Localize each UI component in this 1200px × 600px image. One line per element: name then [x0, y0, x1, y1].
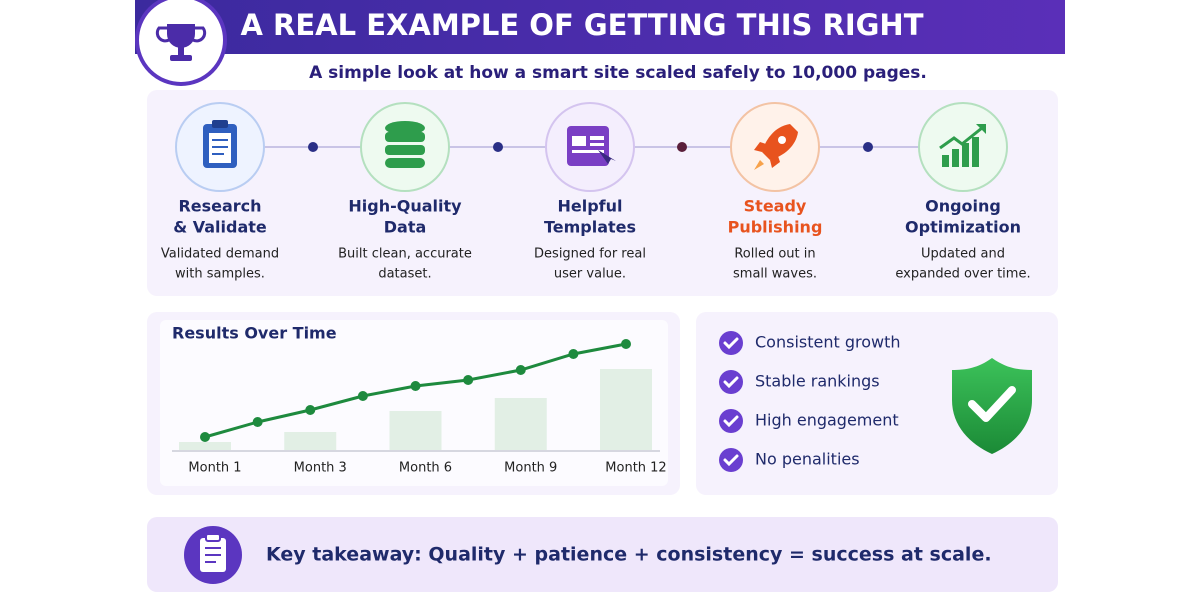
step-icon: [360, 102, 450, 192]
x-tick-label: Month 12: [605, 461, 666, 476]
x-tick-label: Month 6: [399, 461, 452, 476]
bar: [179, 442, 231, 450]
step-description: small waves.: [733, 267, 817, 282]
x-tick-label: Month 1: [188, 461, 241, 476]
benefit-text: Consistent growth: [755, 333, 901, 352]
bar: [389, 411, 442, 450]
takeaway-panel: [147, 517, 1058, 592]
check-mark: [723, 454, 739, 467]
connector-dot: [863, 142, 873, 152]
connector-dot: [308, 142, 318, 152]
step-title: Steady: [744, 197, 807, 216]
subtitle: A simple look at how a smart site scaled…: [309, 63, 927, 83]
line-point: [410, 381, 421, 391]
step-icon: [730, 102, 820, 192]
step-description: expanded over time.: [895, 267, 1030, 282]
line-point: [621, 339, 631, 349]
step-description: dataset.: [378, 267, 431, 282]
step-description: Designed for real: [534, 247, 646, 262]
results-chart: Results Over Time Month 1 Month 3 Month 6 M…: [172, 324, 667, 476]
step-description: Rolled out in: [734, 247, 815, 262]
check-mark: [723, 376, 739, 389]
line-point: [305, 405, 316, 415]
steps: Research & Validate Validated demand with s…: [161, 197, 1031, 282]
step-description: Updated and: [921, 247, 1005, 262]
benefits: Consistent growth Stable rankings High eng…: [719, 331, 901, 472]
benefit-text: No penalities: [755, 450, 860, 469]
step-title: & Validate: [173, 218, 267, 237]
bar: [494, 398, 547, 450]
line-point: [568, 349, 579, 359]
trophy-icon: [155, 24, 207, 61]
step-description: user value.: [554, 267, 626, 282]
benefit-text: Stable rankings: [755, 372, 880, 391]
line-point: [252, 417, 263, 427]
benefit-text: High engagement: [755, 411, 899, 430]
step-title: Helpful: [557, 197, 622, 216]
connector-dots: [308, 142, 873, 152]
x-tick-label: Month 3: [294, 461, 347, 476]
connector-dot: [493, 142, 503, 152]
step-title: Ongoing: [925, 197, 1001, 216]
step-title: Templates: [544, 218, 636, 237]
step-icon: [918, 102, 1008, 192]
chart-title: Results Over Time: [172, 324, 337, 343]
bar: [284, 432, 337, 450]
x-tick-label: Month 9: [504, 461, 557, 476]
line-point: [357, 391, 368, 401]
line-point: [463, 375, 474, 385]
bar: [600, 369, 652, 450]
step-title: Publishing: [728, 218, 823, 237]
step-title: High-Quality: [348, 197, 462, 216]
header-band: [135, 0, 1065, 54]
step-title: Optimization: [905, 218, 1021, 237]
connector-dot: [677, 142, 687, 152]
step-title: Research: [178, 197, 261, 216]
step-title: Data: [384, 218, 427, 237]
step-description: with samples.: [175, 267, 265, 282]
step-description: Built clean, accurate: [338, 247, 472, 262]
shield-icon: [952, 358, 1032, 454]
benefits-panel: [696, 312, 1058, 495]
title: A REAL EXAMPLE OF GETTING THIS RIGHT: [241, 8, 924, 42]
step-description: Validated demand: [161, 247, 279, 262]
line-point: [200, 432, 210, 442]
check-mark: [723, 337, 739, 350]
takeaway-text: Key takeaway: Quality + patience + consi…: [266, 544, 992, 566]
check-mark: [723, 415, 739, 428]
takeaway-icon: [184, 526, 242, 584]
step-icon: [545, 102, 635, 192]
step-icon: [175, 102, 265, 192]
line-point: [515, 365, 526, 375]
